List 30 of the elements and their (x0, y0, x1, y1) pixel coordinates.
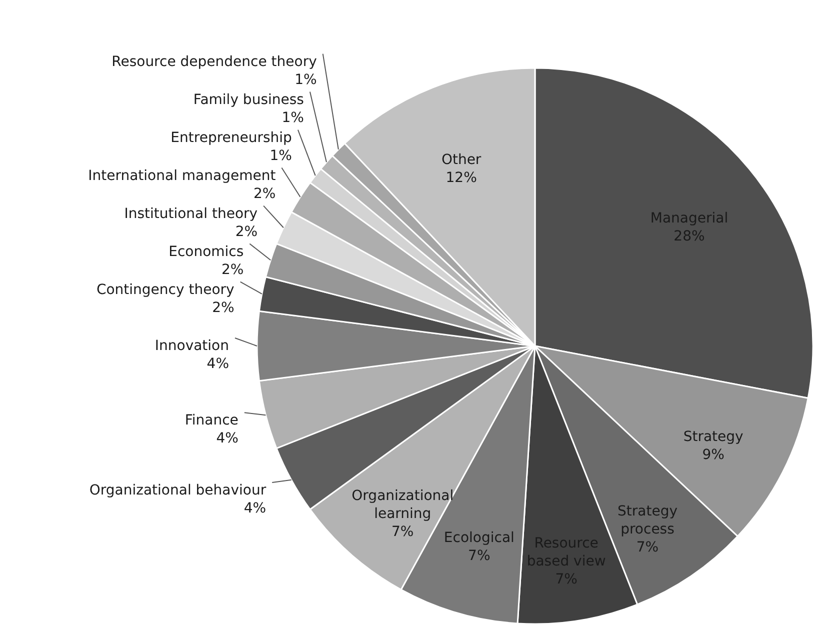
slice-label: Strategy (683, 428, 744, 445)
slice-label: Economics (168, 244, 244, 260)
slice-label: Resource dependence theory (112, 54, 317, 70)
data-label: 1% (282, 110, 304, 126)
slice-label: Innovation (154, 338, 229, 354)
data-label: 9% (702, 446, 724, 463)
data-label: 1% (270, 148, 292, 164)
data-label: 1% (294, 72, 317, 88)
data-label: 12% (446, 170, 477, 186)
data-label: 4% (216, 430, 238, 447)
data-label: 7% (468, 548, 490, 564)
data-label: 7% (392, 524, 414, 540)
slice-label: Family business (193, 92, 304, 108)
slice-label: Strategy process (618, 504, 678, 538)
slice-label: Ecological (444, 530, 514, 546)
data-label: 7% (636, 540, 659, 556)
data-label: 4% (244, 500, 266, 517)
data-label: 2% (253, 186, 276, 202)
slice-label: Other (441, 152, 482, 168)
data-label: 2% (221, 262, 244, 278)
data-label: 2% (212, 300, 234, 316)
slice-label: Entrepreneurship (170, 130, 292, 146)
slice-label: Contingency theory (96, 282, 234, 298)
data-label: 4% (206, 356, 229, 372)
slice-label: Finance (184, 412, 238, 429)
slice-label: International management (88, 168, 276, 184)
data-label: 2% (235, 224, 258, 240)
slice-label: Organizational learning (352, 488, 454, 522)
slice-label: Organizational behaviour (89, 482, 266, 499)
slice-label: Institutional theory (124, 206, 258, 222)
